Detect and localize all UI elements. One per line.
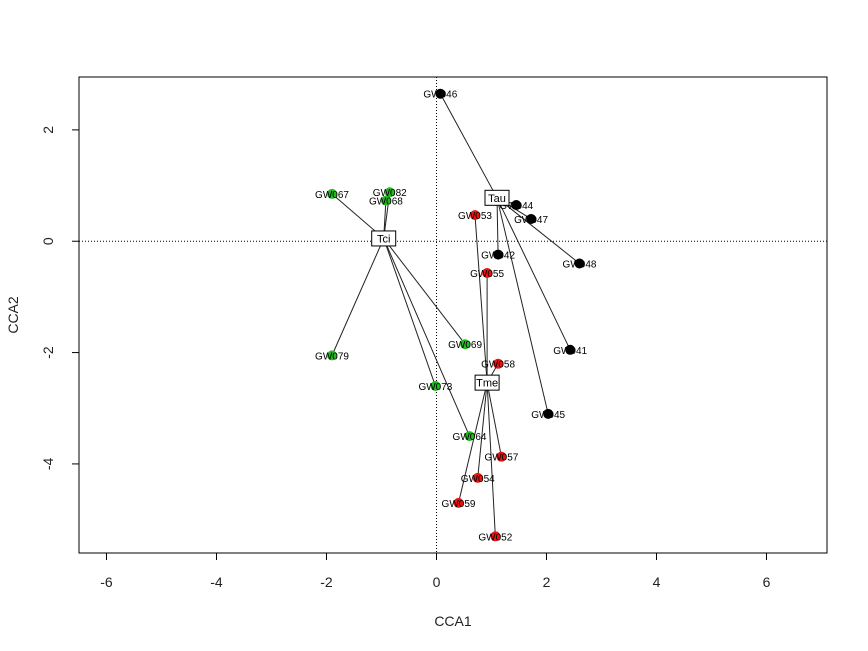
centroid-label: Tme	[476, 378, 498, 390]
point-label: GW059	[442, 499, 476, 510]
spider-line	[383, 238, 470, 437]
point-label: GW044	[499, 201, 533, 212]
spider-line	[383, 238, 466, 345]
point-label: GW079	[315, 351, 349, 362]
spider-line	[496, 197, 549, 414]
spider-line	[486, 382, 502, 457]
data-point	[464, 431, 475, 442]
centroid-label: Tci	[377, 233, 390, 245]
point-label: GW069	[448, 340, 482, 351]
x-tick-label: 6	[763, 574, 771, 590]
data-point	[460, 339, 471, 350]
x-tick-label: 4	[653, 574, 661, 590]
reference-lines	[79, 77, 827, 553]
y-tick-label: -4	[40, 457, 56, 470]
point-label: GW042	[481, 251, 515, 262]
centroid-box	[371, 230, 397, 247]
point-label: GW048	[563, 260, 597, 271]
spider-line	[486, 382, 496, 537]
data-point	[543, 408, 554, 419]
point-label: GW053	[458, 211, 492, 222]
spider-line	[496, 197, 571, 351]
spider-line	[458, 382, 488, 504]
plot-frame	[78, 76, 828, 554]
centroid-label: Tau	[488, 193, 506, 205]
data-point	[493, 249, 504, 260]
data-point	[453, 497, 464, 508]
data-point	[470, 210, 480, 221]
data-point	[472, 472, 483, 483]
point-label: GW067	[315, 190, 349, 201]
point-label: GW073	[418, 382, 452, 393]
data-point	[565, 344, 576, 355]
spider-line	[383, 238, 436, 387]
data-point	[482, 267, 493, 278]
y-axis: -4 -2 0 2	[40, 126, 80, 470]
data-point	[574, 258, 585, 269]
x-tick-label: -6	[100, 574, 113, 590]
spider-line	[439, 93, 498, 199]
data-point	[490, 531, 501, 542]
spider-lines	[331, 93, 580, 537]
data-point	[526, 213, 537, 224]
group-centroids: Tau Tci Tme	[371, 189, 510, 391]
spider-line	[496, 197, 580, 264]
point-label: GW064	[453, 432, 487, 443]
spider-line	[477, 382, 488, 478]
spider-line	[496, 197, 499, 255]
data-point	[493, 358, 504, 369]
data-point	[327, 350, 337, 361]
centroid-box	[474, 374, 500, 391]
data-point	[327, 188, 337, 199]
data-point	[496, 451, 507, 462]
x-tick-label: 2	[543, 574, 551, 590]
point-label: GW055	[470, 269, 504, 280]
point-label: GW052	[478, 532, 512, 543]
point-label: GW047	[514, 215, 548, 226]
centroid-box	[484, 189, 510, 206]
x-axis-label: CCA1	[434, 613, 472, 629]
point-label: GW058	[481, 360, 515, 371]
point-label: GW041	[553, 346, 587, 357]
y-tick-label: 2	[40, 126, 56, 134]
point-label: GW046	[423, 90, 457, 101]
x-tick-label: -2	[320, 574, 333, 590]
data-points: GW046 GW044 GW047 GW042 GW048 GW041 GW045 GW067…	[315, 88, 597, 543]
spider-line	[474, 215, 488, 383]
x-tick-label: -4	[210, 574, 223, 590]
data-point	[384, 187, 395, 198]
point-label: GW054	[461, 474, 495, 485]
y-tick-label: -2	[40, 346, 56, 359]
data-point	[511, 200, 522, 211]
point-label: GW068	[369, 197, 403, 208]
y-axis-label: CCA2	[5, 296, 21, 334]
point-label: GW057	[484, 453, 518, 464]
x-tick-label: 0	[433, 574, 441, 590]
point-label: GW082	[373, 188, 407, 199]
point-label: GW045	[531, 410, 565, 421]
y-tick-label: 0	[40, 237, 56, 245]
spider-line	[331, 238, 385, 356]
data-point	[380, 195, 391, 206]
data-point	[435, 88, 446, 99]
data-point	[430, 380, 441, 391]
x-axis: -6 -4 -2 0 2 4 6	[100, 552, 771, 590]
